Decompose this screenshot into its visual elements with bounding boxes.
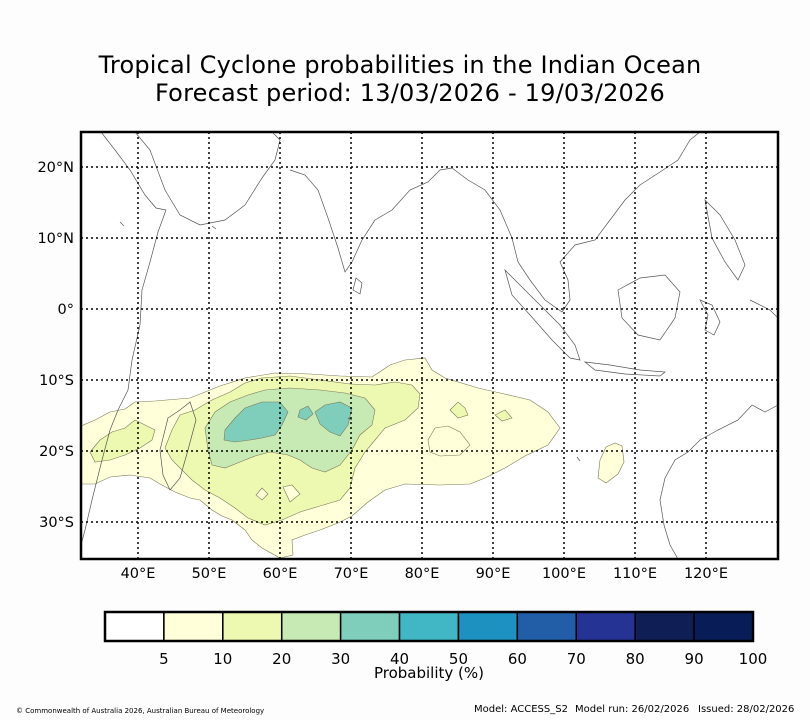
contour-5-percent-east bbox=[597, 442, 625, 484]
colorbar-swatch bbox=[222, 611, 283, 642]
lat-label: 0° bbox=[58, 302, 74, 318]
colorbar-swatch bbox=[575, 611, 636, 642]
colorbar-swatch bbox=[398, 611, 460, 642]
colorbar-tick-label: 90 bbox=[685, 650, 704, 668]
lon-label: 50°E bbox=[192, 566, 227, 582]
model-text: Model: ACCESS_S2 bbox=[474, 704, 568, 715]
lat-label: 30°S bbox=[39, 515, 74, 531]
colorbar-swatch bbox=[693, 611, 754, 642]
colorbar-swatch bbox=[104, 611, 165, 642]
colorbar-tick-label: 5 bbox=[159, 650, 169, 668]
colorbar-tick-label: 70 bbox=[567, 650, 586, 668]
lat-label: 20°S bbox=[39, 444, 74, 460]
lon-label: 70°E bbox=[334, 566, 369, 582]
colorbar-tick-label: 10 bbox=[213, 650, 232, 668]
colorbar-tick-label: 80 bbox=[626, 650, 645, 668]
model-run-text: Model run: 26/02/2026 bbox=[575, 704, 690, 715]
lat-label: 10°S bbox=[39, 373, 74, 389]
map-title-line1: Tropical Cyclone probabilities in the In… bbox=[98, 51, 702, 79]
lon-label: 90°E bbox=[476, 566, 511, 582]
colorbar-swatch bbox=[280, 611, 342, 642]
colorbar-swatch bbox=[163, 611, 224, 642]
colorbar-tick-label: 50 bbox=[449, 650, 468, 668]
colorbar-swatch bbox=[457, 611, 519, 642]
colorbar-swatch bbox=[516, 611, 578, 642]
lon-labels: 40°E 50°E 60°E 70°E 80°E 90°E 100°E 110°… bbox=[121, 566, 728, 582]
issued-text: Issued: 28/02/2026 bbox=[698, 704, 795, 715]
colorbar-frame bbox=[103, 610, 755, 643]
lon-label: 120°E bbox=[684, 566, 728, 582]
contour-hole-10 bbox=[449, 401, 513, 422]
colorbar-tick-label: 100 bbox=[739, 650, 768, 668]
colorbar-label: Probability (%) bbox=[374, 664, 484, 682]
lat-labels: 20°N 10°N 0° 10°S 20°S 30°S bbox=[37, 160, 74, 531]
colorbar-tick-label: 30 bbox=[331, 650, 350, 668]
lon-label: 40°E bbox=[121, 566, 156, 582]
colorbar-swatch bbox=[634, 611, 695, 642]
colorbar-tick-label: 20 bbox=[272, 650, 291, 668]
colorbar bbox=[103, 610, 755, 643]
lat-label: 20°N bbox=[37, 160, 74, 176]
lon-label: 60°E bbox=[263, 566, 298, 582]
coastlines bbox=[81, 132, 778, 559]
colorbar-tick-label: 60 bbox=[508, 650, 527, 668]
map-frame bbox=[79, 130, 780, 561]
copyright-text: © Commonwealth of Australia 2026, Austra… bbox=[16, 707, 265, 715]
colorbar-swatch bbox=[339, 611, 401, 642]
lon-label: 110°E bbox=[613, 566, 657, 582]
colorbar-tick-label: 40 bbox=[390, 650, 409, 668]
colorbar-ticks: 5 10 20 30 40 50 60 70 80 90 100 bbox=[159, 650, 767, 668]
contour-hole bbox=[255, 425, 471, 503]
graticule bbox=[81, 132, 778, 559]
lon-label: 100°E bbox=[542, 566, 586, 582]
lon-label: 80°E bbox=[405, 566, 440, 582]
contour-30-percent bbox=[223, 401, 353, 443]
lat-label: 10°N bbox=[37, 231, 74, 247]
map-title-line2: Forecast period: 13/03/2026 - 19/03/2026 bbox=[155, 79, 665, 107]
